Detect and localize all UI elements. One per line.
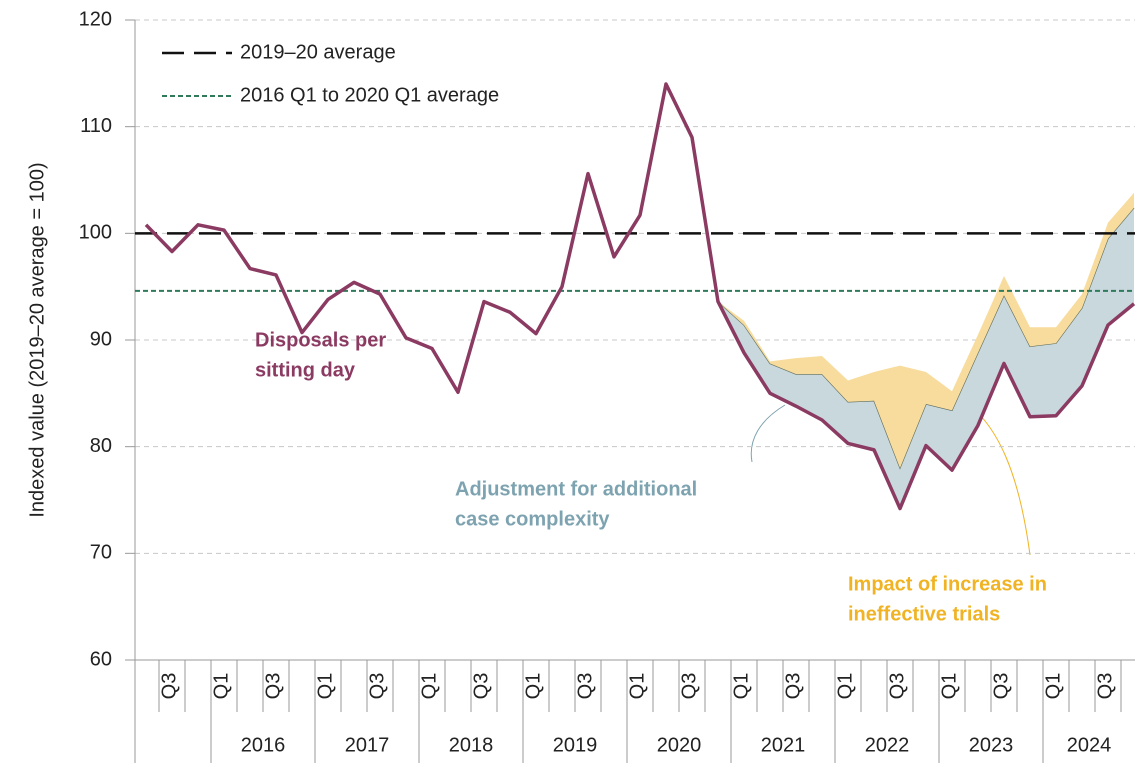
x-tick-label: Q3 <box>366 673 388 700</box>
year-label: 2021 <box>761 734 806 756</box>
y-tick-label: 120 <box>79 8 112 30</box>
x-tick-label: Q1 <box>938 673 960 700</box>
annotation: Disposals per <box>255 329 386 351</box>
y-tick-label: 60 <box>90 648 112 670</box>
y-tick-label: 90 <box>90 328 112 350</box>
year-label: 2023 <box>969 734 1014 756</box>
stacked-area <box>718 207 1134 509</box>
x-tick-label: Q1 <box>522 673 544 700</box>
year-label: 2024 <box>1067 734 1112 756</box>
legend-label: 2019–20 average <box>240 41 396 63</box>
y-tick-label: 100 <box>79 222 112 244</box>
y-tick-label: 70 <box>90 542 112 564</box>
stacked-area <box>718 192 1134 469</box>
x-tick-label: Q1 <box>418 673 440 700</box>
x-tick-label: Q3 <box>782 673 804 700</box>
x-tick-label: Q3 <box>886 673 908 700</box>
annotation: Impact of increase in <box>848 573 1047 595</box>
y-tick-label: 110 <box>80 115 112 137</box>
year-label: 2017 <box>345 734 390 756</box>
x-tick-label: Q3 <box>1094 673 1116 700</box>
year-label: 2019 <box>553 734 598 756</box>
x-tick-label: Q3 <box>678 673 700 700</box>
annotation: sitting day <box>255 359 356 381</box>
x-tick-label: Q1 <box>626 673 648 700</box>
arrow <box>750 404 786 463</box>
x-tick-label: Q1 <box>314 673 336 700</box>
year-label: 2022 <box>865 734 910 756</box>
x-tick-label: Q3 <box>470 673 492 700</box>
y-axis-label: Indexed value (2019–20 average = 100) <box>26 162 48 517</box>
annotation: case complexity <box>455 508 610 530</box>
year-label: 2020 <box>657 734 702 756</box>
x-tick-label: Q1 <box>210 673 232 700</box>
annotation: ineffective trials <box>848 603 1000 625</box>
x-tick-label: Q3 <box>158 673 180 700</box>
x-tick-label: Q3 <box>990 673 1012 700</box>
x-tick-label: Q1 <box>834 673 856 700</box>
line <box>144 82 1136 511</box>
annotation: Adjustment for additional <box>455 478 697 500</box>
x-tick-label: Q3 <box>574 673 596 700</box>
year-label: 2016 <box>241 734 286 756</box>
x-tick-label: Q3 <box>262 673 284 700</box>
x-tick-label: Q1 <box>730 673 752 700</box>
year-label: 2018 <box>449 734 494 756</box>
y-tick-label: 80 <box>90 435 112 457</box>
legend-label: 2016 Q1 to 2020 Q1 average <box>240 84 499 106</box>
x-tick-label: Q1 <box>1042 673 1064 700</box>
